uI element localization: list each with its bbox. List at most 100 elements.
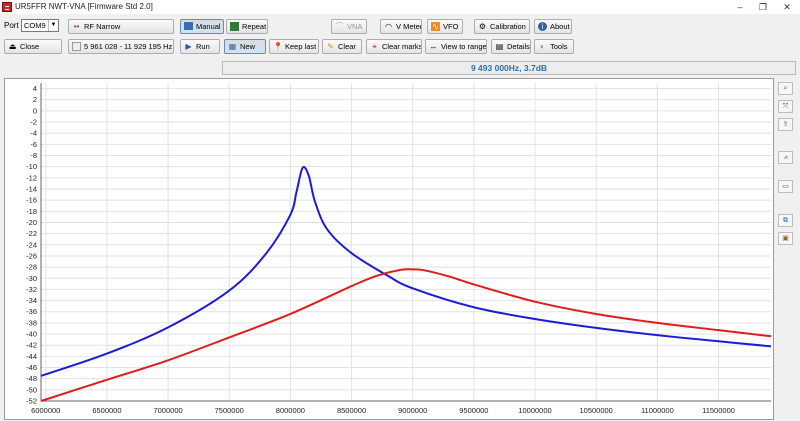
- clear-button-label: Clear: [338, 42, 356, 51]
- status-readout-text: 9 493 000Hz, 3.7dB: [470, 63, 548, 73]
- y-tick-label: -6: [30, 140, 37, 149]
- y-tick-label: -26: [26, 251, 37, 260]
- fit-icon[interactable]: ⤧: [778, 100, 793, 113]
- marker-icon: ⌖: [372, 42, 377, 51]
- run-button-label: Run: [196, 42, 210, 51]
- manual-button[interactable]: Manual: [180, 19, 224, 34]
- y-tick-label: -48: [26, 374, 37, 383]
- x-tick-label: 9500000: [459, 406, 488, 415]
- x-tick-label: 11000000: [641, 406, 674, 415]
- vna-button-label: VNA: [347, 22, 363, 31]
- frequency-range-button[interactable]: 5 961 028 - 11 929 195 Hz: [68, 39, 174, 54]
- y-tick-label: 0: [33, 106, 37, 115]
- x-tick-label: 10500000: [579, 406, 612, 415]
- y-tick-label: -40: [26, 330, 37, 339]
- calibration-button[interactable]: ⚙ Calibration: [474, 19, 530, 34]
- y-tick-label: -4: [30, 129, 37, 138]
- chevron-down-icon[interactable]: ▼: [48, 20, 58, 31]
- series-line-2: [40, 268, 772, 402]
- pin-icon: 📍: [273, 42, 283, 51]
- new-button[interactable]: ▦ New: [224, 39, 266, 54]
- new-chart-icon: ▦: [228, 42, 237, 51]
- y-tick-label: -34: [26, 296, 37, 305]
- frequency-range-label: 5 961 028 - 11 929 195 Hz: [84, 42, 173, 51]
- details-button[interactable]: ▤ Details: [491, 39, 531, 54]
- y-tick-label: -46: [26, 363, 37, 372]
- y-tick-label: -8: [30, 151, 37, 160]
- port-select[interactable]: COM9 ▼: [21, 19, 59, 32]
- zoom-icon[interactable]: ⌕: [778, 82, 793, 95]
- run-button[interactable]: ▶ Run: [180, 39, 220, 54]
- manual-button-label: Manual: [196, 22, 221, 31]
- gear-icon: ⚙: [478, 22, 487, 31]
- restore-icon[interactable]: ❐: [758, 2, 768, 12]
- vmeter-button[interactable]: ◠ V Meter: [380, 19, 422, 34]
- close-button-label: Close: [20, 42, 40, 51]
- x-tick-label: 7500000: [215, 406, 244, 415]
- y-tick-label: 2: [33, 95, 37, 104]
- tools-button-label: Tools: [550, 42, 568, 51]
- x-tick-label: 7000000: [153, 406, 182, 415]
- tools-button[interactable]: ◐ Tools: [534, 39, 574, 54]
- vna-icon: ⌒: [335, 22, 344, 31]
- y-tick-label: -20: [26, 218, 37, 227]
- new-button-label: New: [240, 42, 256, 51]
- y-tick-label: -28: [26, 263, 37, 272]
- x-tick-label: 9000000: [398, 406, 427, 415]
- repeat-icon: [230, 22, 239, 31]
- y-tick-label: -18: [26, 207, 37, 216]
- minimize-icon[interactable]: –: [737, 2, 743, 12]
- clear-marks-button[interactable]: ⌖ Clear marks: [366, 39, 422, 54]
- x-tick-label: 10000000: [518, 406, 551, 415]
- close-button[interactable]: ⏏ Close: [4, 39, 62, 54]
- vna-button[interactable]: ⌒ VNA: [331, 19, 367, 34]
- about-button[interactable]: i About: [534, 19, 572, 34]
- clear-button[interactable]: ✎ Clear: [322, 39, 362, 54]
- vfo-icon: ∿: [431, 22, 440, 31]
- y-tick-label: -42: [26, 341, 37, 350]
- save-icon[interactable]: ▣: [778, 232, 793, 245]
- keep-last-button-label: Keep last: [285, 42, 317, 51]
- port-label: Port: [4, 21, 19, 30]
- chart-icon[interactable]: ⩘: [778, 151, 793, 164]
- y-tick-label: -52: [26, 397, 37, 406]
- y-tick-label: -30: [26, 274, 37, 283]
- view-to-range-button[interactable]: ↔ View to range: [425, 39, 487, 54]
- copy-icon[interactable]: ⧉: [778, 214, 793, 227]
- close-window-icon[interactable]: ✕: [783, 2, 791, 12]
- repeat-button[interactable]: Repeat: [226, 19, 268, 34]
- series-line-1: [40, 166, 772, 377]
- gauge-icon: ◠: [385, 22, 392, 31]
- mode-button[interactable]: •• RF Narrow: [68, 19, 174, 34]
- keep-last-button[interactable]: 📍 Keep last: [269, 39, 319, 54]
- chart-area[interactable]: 6000000 6500000 7000000 7500000 8000000 85000…: [4, 78, 774, 420]
- screenshot-icon[interactable]: ▭: [778, 180, 793, 193]
- repeat-button-label: Repeat: [242, 22, 267, 31]
- y-tick-label: -10: [26, 162, 37, 171]
- x-tick-label: 8500000: [337, 406, 366, 415]
- palette-icon: ◐: [540, 42, 545, 51]
- vfo-button[interactable]: ∿ VFO: [427, 19, 463, 34]
- export-icon[interactable]: ⇪: [778, 118, 793, 131]
- y-tick-label: -14: [26, 185, 37, 194]
- x-tick-label: 8000000: [276, 406, 305, 415]
- x-tick-label: 11500000: [702, 406, 735, 415]
- x-tick-label: 6000000: [31, 406, 60, 415]
- y-tick-label: -36: [26, 307, 37, 316]
- details-icon: ▤: [495, 42, 504, 51]
- port-select-value: COM9: [24, 21, 46, 30]
- y-tick-label: -16: [26, 196, 37, 205]
- calibration-button-label: Calibration: [490, 22, 526, 31]
- range-arrows-icon: ↔: [429, 42, 438, 51]
- play-icon: ▶: [185, 42, 192, 51]
- chart-svg[interactable]: 6000000 6500000 7000000 7500000 8000000 85000…: [5, 79, 773, 419]
- vmeter-button-label: V Meter: [396, 22, 422, 31]
- view-to-range-button-label: View to range: [441, 42, 487, 51]
- status-readout: 9 493 000Hz, 3.7dB: [222, 61, 796, 75]
- window-titlebar: UR5FFR NWT-VNA [Firmware Std 2.0] – ❐ ✕: [0, 0, 800, 14]
- eject-icon: ⏏: [8, 42, 17, 51]
- y-tick-label: -32: [26, 285, 37, 294]
- y-tick-label: -2: [30, 118, 37, 127]
- mode-button-label: RF Narrow: [84, 22, 121, 31]
- vfo-button-label: VFO: [443, 22, 459, 31]
